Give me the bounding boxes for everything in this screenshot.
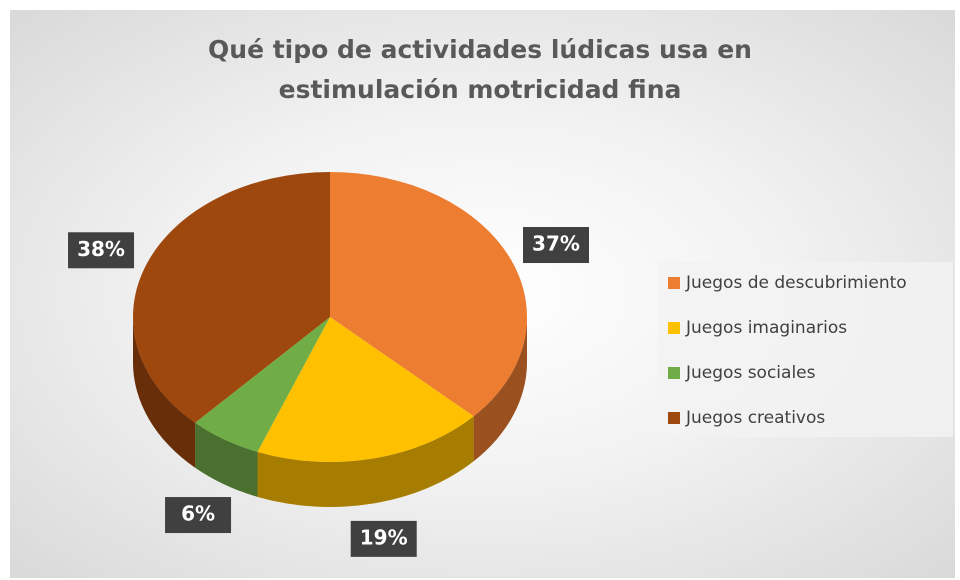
slice	[257, 317, 474, 462]
slice-side-shade	[473, 317, 527, 462]
legend-swatch	[668, 367, 680, 379]
legend-box	[657, 262, 953, 437]
legend-label: Juegos de descubrimiento	[685, 273, 907, 293]
data-label: 6%	[181, 502, 215, 526]
slice	[330, 172, 527, 417]
data-label: 38%	[77, 237, 125, 261]
legend-label: Juegos creativos	[685, 408, 825, 428]
slice-side-shade	[133, 317, 196, 468]
legend-label: Juegos imaginarios	[685, 318, 847, 338]
data-label: 19%	[360, 525, 408, 549]
slice	[133, 172, 330, 423]
data-label-box	[68, 232, 135, 269]
slice	[195, 317, 330, 452]
data-label: 37%	[532, 232, 580, 256]
data-label-box	[165, 497, 232, 534]
legend: Juegos de descubrimiento Juegos imaginari…	[657, 262, 953, 437]
slice-side	[257, 416, 474, 508]
slice-side	[133, 317, 196, 468]
legend-swatch	[668, 277, 680, 289]
chart-title: Qué tipo de actividades lúdicas usa en e…	[208, 35, 752, 104]
slice-side-shade	[257, 416, 474, 508]
legend-label: Juegos sociales	[685, 363, 816, 383]
data-label-box	[522, 227, 589, 264]
data-label-box	[350, 520, 417, 557]
slice-side	[473, 317, 527, 462]
legend-swatch	[668, 412, 680, 424]
slice-side-shade	[195, 422, 258, 497]
slice-side	[195, 422, 258, 497]
legend-swatch	[668, 322, 680, 334]
